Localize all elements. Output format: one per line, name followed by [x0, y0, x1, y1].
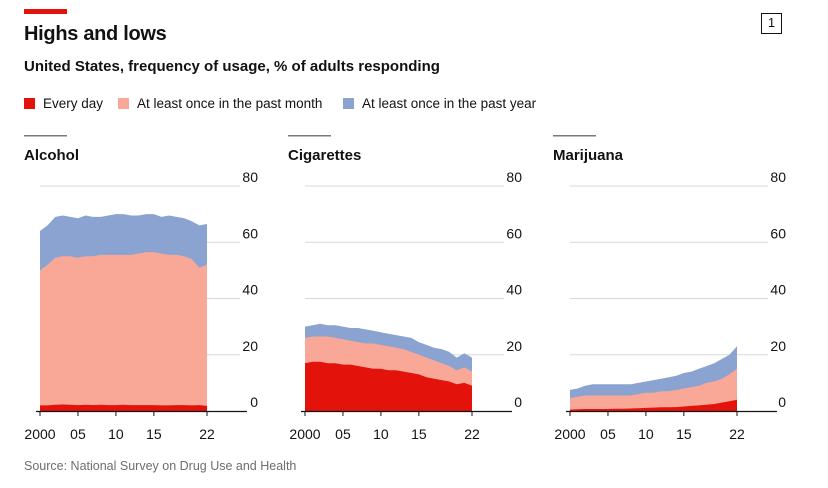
y-tick-label: 40	[242, 282, 258, 298]
legend-item-past-year: At least once in the past year	[343, 96, 536, 111]
y-tick-label: 40	[770, 282, 786, 298]
x-tick-label: 22	[464, 426, 480, 442]
y-tick-label: 0	[778, 394, 786, 410]
legend-label: At least once in the past year	[362, 96, 537, 111]
panel-alcohol: Alcohol 0 20 40 60 80 2000 05 10 15 22	[24, 135, 258, 442]
y-tick-label: 80	[242, 169, 258, 185]
x-tick-label: 15	[411, 426, 427, 442]
y-tick-label: 20	[770, 338, 786, 354]
area-at-least-once-in-the-past-month	[570, 368, 737, 411]
x-tick-label: 22	[729, 426, 745, 442]
x-tick-label: 05	[335, 426, 351, 442]
x-tick-label: 2000	[24, 426, 55, 442]
x-tick-label: 05	[600, 426, 616, 442]
x-tick-label: 10	[108, 426, 124, 442]
panel-title: Alcohol	[24, 147, 79, 164]
legend-swatch-past-month	[118, 98, 129, 109]
x-tick-label: 10	[373, 426, 389, 442]
y-tick-label: 0	[250, 394, 258, 410]
panel-cigarettes: Cigarettes 0 20 40 60 80 2000 05 10 15 22	[288, 135, 522, 442]
y-tick-label: 20	[506, 338, 522, 354]
y-tick-label: 80	[506, 169, 522, 185]
panel-marijuana: Marijuana 0 20 40 60 80 2000 05 10 15 22	[553, 135, 786, 442]
legend-item-past-month: At least once in the past month	[118, 96, 322, 111]
y-tick-label: 40	[506, 282, 522, 298]
legend-label: At least once in the past month	[137, 96, 323, 111]
area-every-day	[40, 404, 207, 411]
y-tick-label: 80	[770, 169, 786, 185]
x-tick-label: 15	[676, 426, 692, 442]
y-tick-label: 60	[506, 225, 522, 241]
x-tick-label: 22	[199, 426, 215, 442]
x-tick-label: 05	[70, 426, 86, 442]
source-note: Source: National Survey on Drug Use and …	[24, 459, 297, 473]
chart-title: Highs and lows	[24, 23, 167, 45]
y-tick-label: 60	[242, 225, 258, 241]
legend-swatch-past-year	[343, 98, 354, 109]
x-tick-label: 10	[638, 426, 654, 442]
panel-title: Cigarettes	[288, 147, 361, 164]
legend-label: Every day	[43, 96, 104, 111]
panel-rule	[553, 135, 596, 137]
x-tick-label: 2000	[289, 426, 320, 442]
area-at-least-once-in-the-past-month	[40, 252, 207, 411]
panel-title: Marijuana	[553, 147, 624, 164]
panel-rule	[24, 135, 67, 137]
y-tick-label: 60	[770, 225, 786, 241]
x-tick-label: 15	[146, 426, 162, 442]
legend-swatch-every-day	[24, 98, 35, 109]
area-every-day	[570, 399, 737, 411]
brand-accent-bar	[24, 9, 67, 14]
panel-rule	[288, 135, 331, 137]
x-tick-label: 2000	[554, 426, 585, 442]
figure-number-badge: 1	[761, 13, 782, 34]
legend-item-every-day: Every day	[24, 96, 103, 111]
area-every-day	[305, 361, 472, 411]
y-tick-label: 20	[242, 338, 258, 354]
chart-subtitle: United States, frequency of usage, % of …	[24, 58, 440, 75]
y-tick-label: 0	[514, 394, 522, 410]
